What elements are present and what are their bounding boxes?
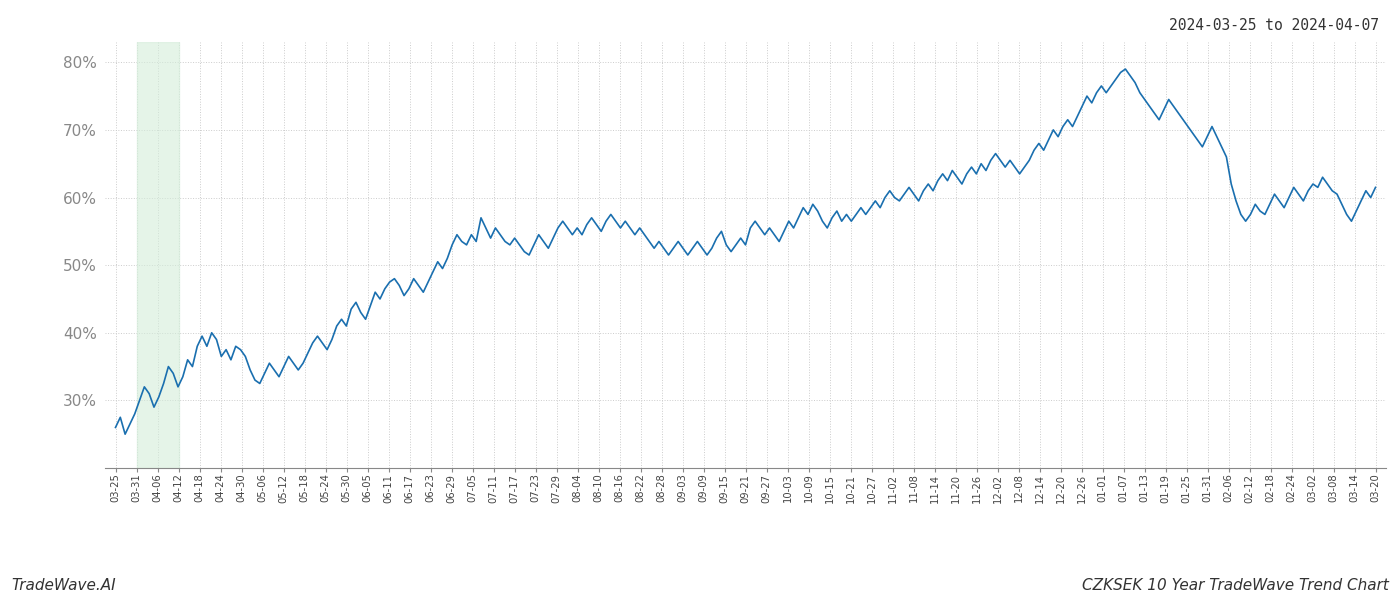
Text: 2024-03-25 to 2024-04-07: 2024-03-25 to 2024-04-07 (1169, 18, 1379, 33)
Text: TradeWave.AI: TradeWave.AI (11, 578, 116, 593)
Text: CZKSEK 10 Year TradeWave Trend Chart: CZKSEK 10 Year TradeWave Trend Chart (1082, 578, 1389, 593)
Bar (137, 42, 179, 468)
